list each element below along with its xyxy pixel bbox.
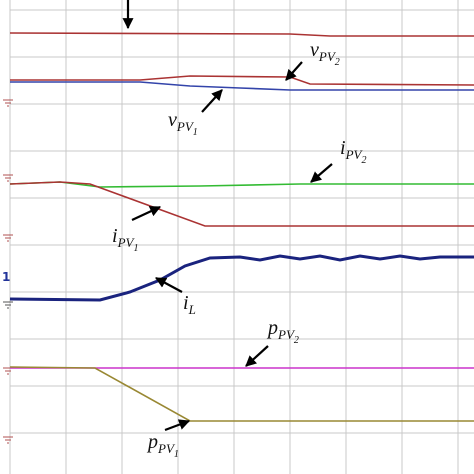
trace-ppv1 [9, 366, 474, 422]
label-subsub: 2 [335, 57, 340, 68]
label-sub: PV [176, 119, 195, 134]
label-main: p [266, 317, 278, 339]
trace-il [9, 254, 474, 302]
label-main: v [310, 39, 319, 61]
ground-markers [3, 99, 13, 444]
trace-vpv1 [10, 81, 474, 91]
channel-marker: 1 [2, 270, 10, 284]
label-main: i [340, 137, 346, 159]
label-subsub: 2 [294, 335, 299, 346]
label-main: v [168, 109, 177, 131]
label-sub: PV [117, 235, 136, 250]
label-main: i [112, 225, 118, 247]
label-subsub: 1 [193, 127, 198, 138]
label-main: p [146, 431, 158, 453]
label-main: i [183, 292, 189, 314]
trace-label: iL [183, 292, 196, 317]
arrows [122, 0, 333, 432]
trace-label: pPV1 [146, 431, 179, 460]
trace-label: iPV1 [112, 225, 138, 254]
grid [9, 0, 474, 474]
trace-label: iPV2 [340, 137, 366, 166]
label-subsub: 1 [174, 449, 179, 460]
trace-ipv1 [9, 181, 474, 227]
trace-label: vPV1 [168, 109, 198, 138]
label-sub: PV [345, 147, 364, 162]
label-sub: PV [277, 327, 296, 342]
label-subsub: 2 [361, 155, 366, 166]
trace-vpv2 [10, 75, 474, 86]
label-sub: PV [318, 49, 337, 64]
traces [9, 32, 474, 422]
trace-label: vPV2 [310, 39, 340, 68]
label-sub: PV [157, 441, 176, 456]
label-subsub: 1 [133, 243, 138, 254]
label-sub: L [188, 302, 196, 317]
trace-label: pPV2 [266, 317, 299, 346]
trace-top [9, 32, 474, 37]
